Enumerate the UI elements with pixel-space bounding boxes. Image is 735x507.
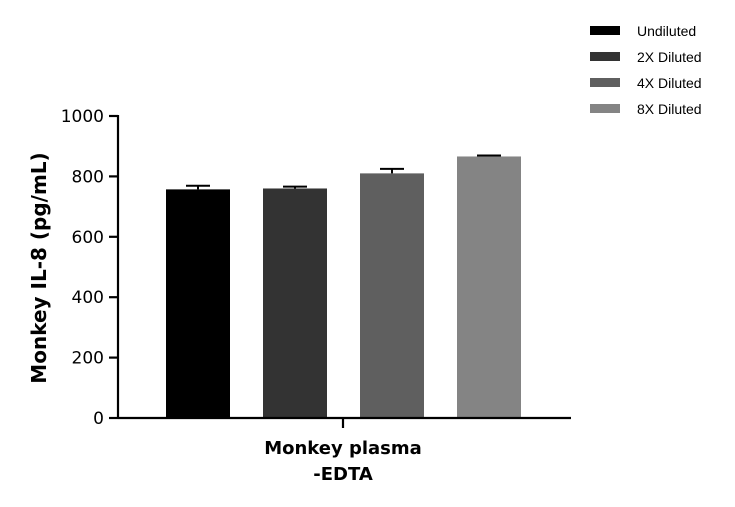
legend-label: 4X Diluted [637, 75, 702, 91]
y-axis: 0 200 400 600 800 1000 [61, 107, 120, 429]
bar-undiluted [166, 189, 230, 418]
y-tick-label: 1000 [61, 107, 104, 127]
y-tick-label: 200 [72, 349, 104, 369]
bars [166, 154, 521, 418]
legend-swatch [590, 26, 620, 35]
y-axis-label: Monkey IL-8 (pg/mL) [27, 152, 51, 383]
bar-8x-diluted [457, 156, 521, 418]
legend-swatch [590, 78, 620, 87]
bar-2x-diluted [263, 188, 327, 418]
legend-label: Undiluted [637, 23, 696, 39]
x-category-label-line-1: Monkey plasma [264, 438, 422, 459]
x-category-label-line-2: -EDTA [313, 464, 373, 485]
legend-swatch [590, 104, 620, 113]
legend-label: 2X Diluted [637, 49, 702, 65]
y-tick-label: 0 [93, 409, 104, 429]
bar-4x-diluted [360, 173, 424, 418]
legend-label: 8X Diluted [637, 101, 702, 117]
y-tick-label: 400 [72, 288, 104, 308]
y-tick-label: 800 [72, 167, 104, 187]
legend-swatch [590, 52, 620, 61]
legend: Undiluted 2X Diluted 4X Diluted 8X Diluted [590, 23, 702, 117]
y-tick-label: 600 [72, 228, 104, 248]
